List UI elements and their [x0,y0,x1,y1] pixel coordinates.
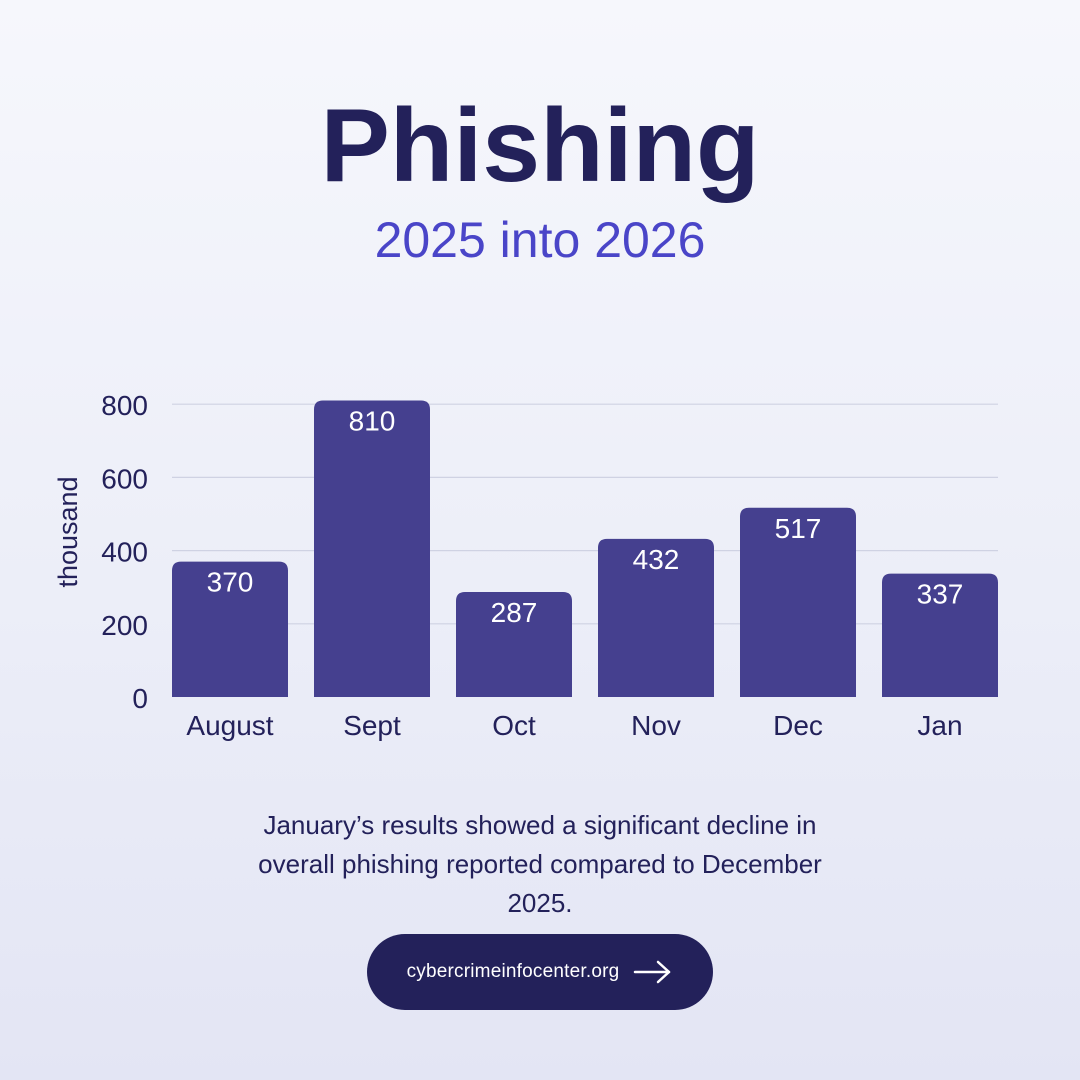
arrow-right-icon [633,960,673,984]
bar-value-label: 337 [917,579,964,610]
x-category-label: Sept [343,710,401,741]
bar-nov [598,538,714,697]
y-axis-label: thousand [53,476,83,587]
bar-jan [882,573,998,697]
bar-august [172,561,288,697]
y-tick-label: 200 [101,610,148,641]
bar-dec [740,507,856,697]
y-tick-label: 0 [132,683,148,714]
bar-value-label: 432 [633,544,680,575]
caption-text: January’s results showed a significant d… [258,810,822,918]
bar-sept [314,400,430,697]
website-link-label: cybercrimeinfocenter.org [406,961,620,982]
bar-oct [456,591,572,697]
labels: 0 200 400 600 800 370 August 810 Sept 287 Oct 432 No… [101,390,963,741]
grid-lines [172,403,998,625]
x-category-label: Dec [773,710,823,741]
y-tick-label: 400 [101,537,148,568]
bar-value-label: 287 [491,597,538,628]
bars [172,400,998,697]
x-category-label: Oct [492,710,536,741]
bar-chart: 0 200 400 600 800 370 August 810 Sept 287 Oct 432 No… [53,390,998,741]
website-link-button[interactable]: cybercrimeinfocenter.org [367,934,713,1010]
y-tick-label: 800 [101,390,148,421]
x-category-label: Jan [917,710,962,741]
y-tick-label: 600 [101,463,148,494]
x-category-label: August [186,710,273,741]
bar-value-label: 370 [207,567,254,598]
bar-value-label: 810 [349,406,396,437]
page-title: Phishing [320,88,760,204]
bar-value-label: 517 [775,513,822,544]
page-subtitle: 2025 into 2026 [374,212,706,268]
x-category-label: Nov [631,710,681,741]
